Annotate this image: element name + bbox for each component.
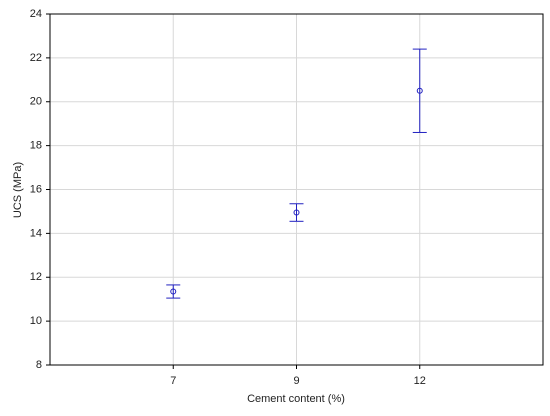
y-tick-label: 18 bbox=[30, 140, 42, 152]
y-tick-label: 12 bbox=[30, 271, 42, 283]
y-axis-label: UCS (MPa) bbox=[12, 162, 24, 218]
x-tick-label: 12 bbox=[414, 375, 426, 387]
y-tick-label: 24 bbox=[30, 8, 42, 20]
point bbox=[416, 87, 423, 94]
y-tick-label: 20 bbox=[30, 96, 42, 108]
point bbox=[293, 209, 300, 216]
plot-frame bbox=[49, 13, 544, 366]
error-bar bbox=[289, 203, 304, 222]
x-tick-label: 7 bbox=[170, 375, 176, 387]
y-tick-label: 14 bbox=[30, 227, 42, 239]
y-tick-label: 10 bbox=[30, 315, 42, 327]
x-axis-label: Cement content (%) bbox=[247, 393, 345, 405]
y-tick-label: 16 bbox=[30, 183, 42, 195]
y-tick-label: 8 bbox=[36, 359, 42, 371]
x-tick-label: 9 bbox=[293, 375, 299, 387]
error-bar bbox=[166, 284, 181, 299]
y-tick-label: 22 bbox=[30, 52, 42, 64]
point bbox=[170, 288, 177, 295]
error-bar bbox=[412, 48, 427, 133]
